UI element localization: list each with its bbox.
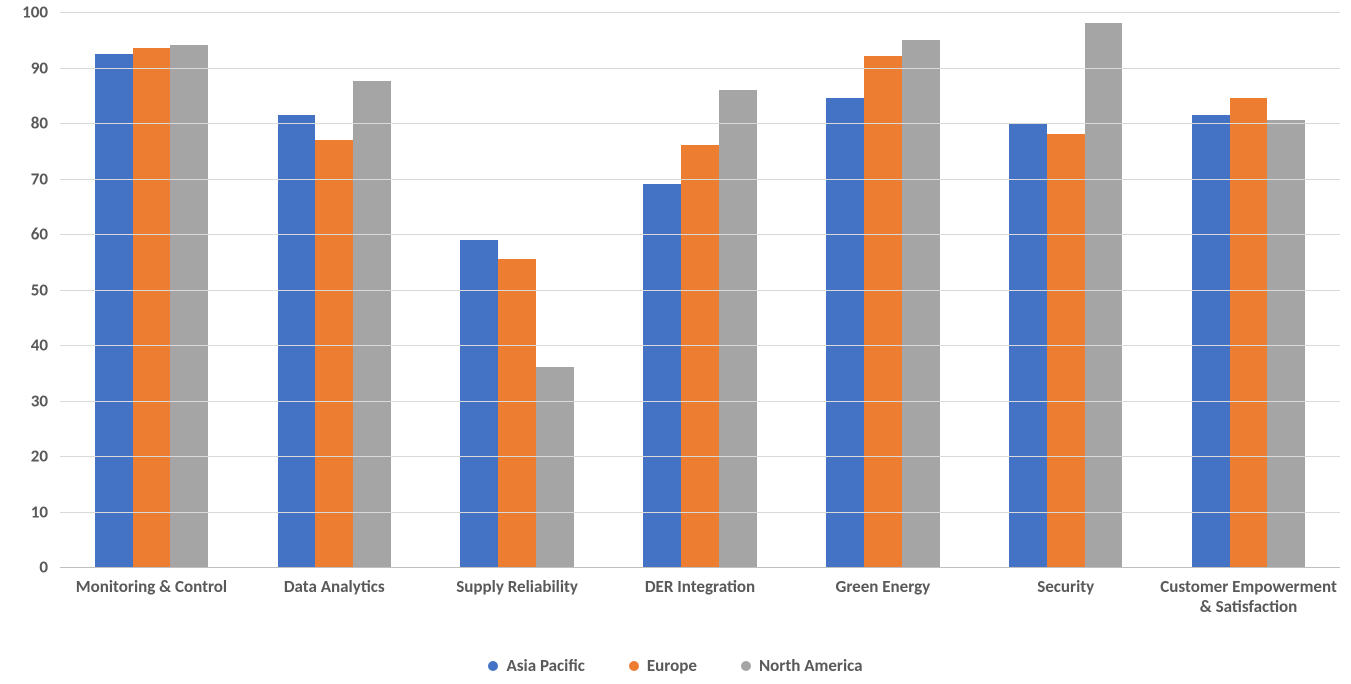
plot-area [60, 12, 1340, 567]
gridline [60, 12, 1340, 13]
y-tick-label: 70 [0, 168, 48, 189]
legend-item: Asia Pacific [488, 655, 584, 676]
gridline [60, 456, 1340, 457]
gridline [60, 123, 1340, 124]
legend-swatch [741, 661, 751, 671]
bar [826, 98, 864, 567]
bar [536, 367, 574, 567]
legend-item: North America [741, 655, 863, 676]
y-tick-label: 40 [0, 335, 48, 356]
gridline [60, 512, 1340, 513]
gridline [60, 179, 1340, 180]
bar [1047, 134, 1085, 567]
x-tick-label: Green Energy [791, 577, 974, 597]
x-axis-labels: Monitoring & ControlData AnalyticsSupply… [60, 577, 1340, 647]
x-tick-label: Customer Empowerment & Satisfaction [1157, 577, 1340, 618]
bar [133, 48, 171, 567]
bar [719, 90, 757, 567]
gridline [60, 68, 1340, 69]
bar-chart: 0 10 20 30 40 50 60 70 80 90 100 Monitoring & Cont… [0, 0, 1351, 684]
legend-label: North America [759, 655, 863, 676]
legend-item: Europe [629, 655, 697, 676]
legend: Asia Pacific Europe North America [0, 655, 1351, 676]
y-tick-label: 10 [0, 501, 48, 522]
bar [1085, 23, 1123, 567]
bar [1192, 115, 1230, 567]
bar [1267, 120, 1305, 567]
y-tick-label: 50 [0, 279, 48, 300]
bar [278, 115, 316, 567]
gridline [60, 401, 1340, 402]
bar [643, 184, 681, 567]
legend-label: Europe [647, 655, 697, 676]
y-tick-label: 100 [0, 2, 48, 23]
legend-swatch [488, 661, 498, 671]
y-tick-label: 60 [0, 224, 48, 245]
x-tick-label: Monitoring & Control [60, 577, 243, 597]
bar [1230, 98, 1268, 567]
x-tick-label: Data Analytics [243, 577, 426, 597]
bar [353, 81, 391, 567]
y-tick-label: 30 [0, 390, 48, 411]
x-tick-label: Security [974, 577, 1157, 597]
gridline [60, 290, 1340, 291]
legend-swatch [629, 661, 639, 671]
bar [681, 145, 719, 567]
bar [315, 140, 353, 567]
bar [902, 40, 940, 567]
y-tick-label: 20 [0, 446, 48, 467]
bar [498, 259, 536, 567]
y-tick-label: 90 [0, 57, 48, 78]
y-tick-label: 0 [0, 557, 48, 578]
x-tick-label: Supply Reliability [426, 577, 609, 597]
bar [95, 54, 133, 567]
legend-label: Asia Pacific [506, 655, 584, 676]
bar [864, 56, 902, 567]
x-tick-label: DER Integration [609, 577, 792, 597]
gridline [60, 234, 1340, 235]
x-axis-baseline [60, 567, 1340, 568]
y-tick-label: 80 [0, 113, 48, 134]
gridline [60, 345, 1340, 346]
